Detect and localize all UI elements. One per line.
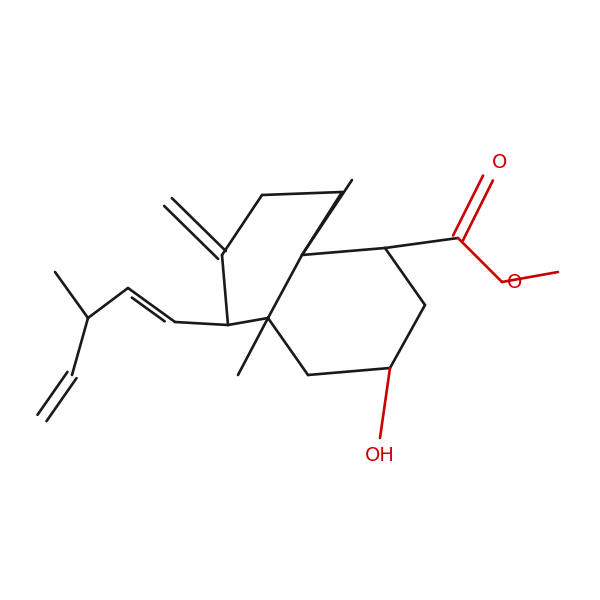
Text: O: O (507, 272, 523, 292)
Text: OH: OH (365, 446, 395, 465)
Text: O: O (492, 153, 508, 172)
